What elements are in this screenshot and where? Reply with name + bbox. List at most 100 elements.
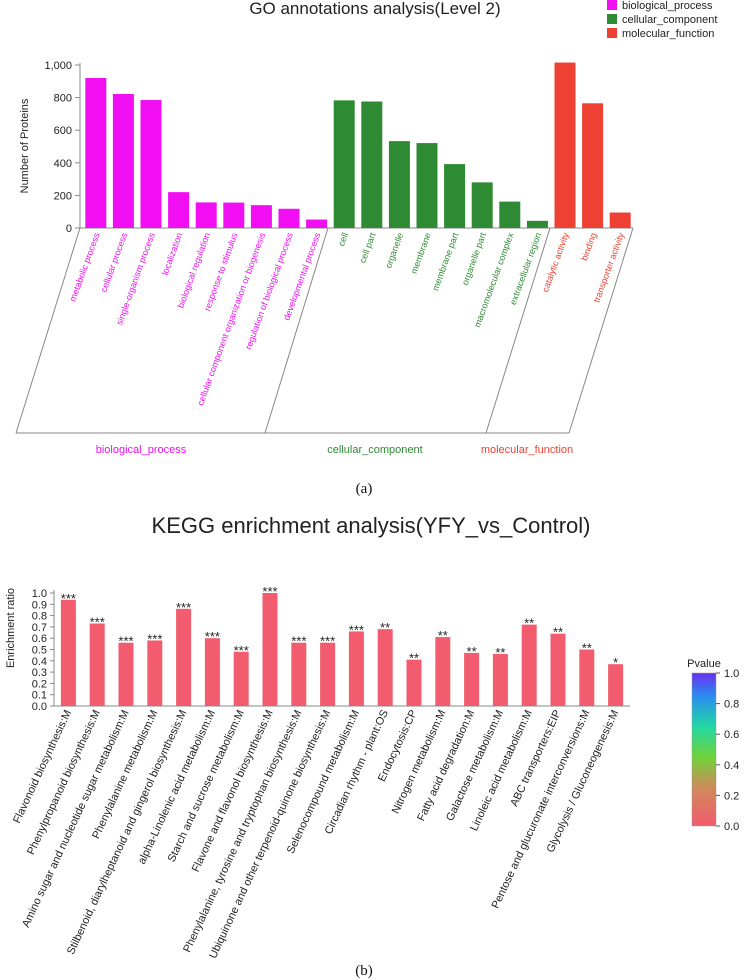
kegg-y-tick-label: 0.2 xyxy=(32,678,47,690)
kegg-bar xyxy=(377,629,393,706)
go-bar xyxy=(140,100,162,228)
kegg-bar xyxy=(579,649,595,706)
kegg-bar xyxy=(233,651,249,706)
kegg-significance-label: *** xyxy=(176,600,191,615)
go-x-tick-label: cellular process xyxy=(98,231,129,294)
kegg-chart-title: KEGG enrichment analysis(YFY_vs_Control) xyxy=(152,513,591,538)
kegg-x-tick-labels: Flavonoid biosynthesis:MPhenylpropanoid … xyxy=(11,708,621,960)
colorbar-tick-label: 0.2 xyxy=(724,790,739,802)
kegg-y-tick-label: 0.8 xyxy=(32,611,47,623)
colorbar-tick-label: 0.4 xyxy=(724,760,739,772)
kegg-significance-label: *** xyxy=(349,622,364,637)
kegg-y-tick-label: 0.3 xyxy=(32,667,47,679)
figure-label-a: (a) xyxy=(356,481,373,497)
legend-label-molecular-function: molecular_function xyxy=(622,28,714,40)
go-y-axis-label: Number of Proteins xyxy=(19,98,31,193)
kegg-significance-labels: ********* ****************** ****** *******… xyxy=(61,584,618,670)
go-bar xyxy=(554,62,576,229)
go-group-frames xyxy=(15,227,634,434)
go-frame-line xyxy=(485,227,551,434)
colorbar-tick-label: 1.0 xyxy=(724,668,739,680)
go-group-label-biological-process: biological_process xyxy=(96,444,187,456)
go-bar xyxy=(85,78,107,228)
kegg-significance-label: *** xyxy=(262,584,277,599)
colorbar-tick-label: 0.0 xyxy=(724,821,739,833)
kegg-significance-label: *** xyxy=(320,634,335,649)
kegg-y-tick-label: 0.4 xyxy=(32,656,47,668)
kegg-x-tick-label: Nitrogen metabolism:M xyxy=(390,708,449,816)
go-bar xyxy=(471,182,493,228)
go-bar xyxy=(499,201,521,228)
go-x-tick-label: membrane xyxy=(409,231,433,275)
kegg-significance-label: *** xyxy=(291,634,306,649)
go-bar xyxy=(278,208,300,228)
kegg-significance-label: ** xyxy=(409,651,419,666)
go-frame-line xyxy=(568,227,634,434)
kegg-bar xyxy=(262,593,278,706)
go-x-tick-label: metabolic process xyxy=(67,231,101,303)
legend-swatch-cellular-component xyxy=(607,14,617,24)
kegg-bar xyxy=(89,623,105,706)
kegg-bar xyxy=(291,642,307,706)
kegg-bar xyxy=(608,664,624,706)
go-x-tick-label: cell xyxy=(336,231,350,247)
kegg-y-tick-label: 0.7 xyxy=(32,622,47,634)
kegg-bar xyxy=(406,659,422,706)
go-y-tick-label: 0 xyxy=(66,223,72,235)
kegg-bar xyxy=(176,608,192,706)
go-y-tick-label: 1,000 xyxy=(44,60,72,72)
kegg-bar xyxy=(521,624,537,706)
go-x-tick-label: organelle part xyxy=(460,231,488,287)
kegg-bar xyxy=(435,637,451,706)
go-x-tick-label: cell part xyxy=(358,231,378,265)
go-bar xyxy=(306,219,328,228)
kegg-y-tick-label: 0.5 xyxy=(32,645,47,657)
colorbar-ticks: 0.0 0.2 0.4 0.6 0.8 1.0 xyxy=(716,668,739,833)
go-y-tick-label: 600 xyxy=(54,125,72,137)
kegg-bar xyxy=(118,642,134,706)
go-bar xyxy=(333,100,355,228)
kegg-significance-label: ** xyxy=(582,641,592,656)
kegg-bar xyxy=(320,642,336,706)
kegg-bars xyxy=(60,593,624,706)
kegg-bar xyxy=(492,654,508,706)
go-bar xyxy=(582,103,604,228)
pvalue-colorbar: Pvalue 0.0 0.2 0.4 0.6 0.8 1.0 xyxy=(687,658,739,833)
kegg-significance-label: ** xyxy=(524,616,534,631)
kegg-significance-label: *** xyxy=(234,643,249,658)
kegg-significance-label: ** xyxy=(553,625,563,640)
go-x-tick-label: membrane part xyxy=(430,231,460,292)
kegg-y-axis-label: Enrichment ratio xyxy=(5,588,17,668)
go-bar xyxy=(388,141,410,228)
go-bar xyxy=(112,94,134,228)
go-frame-line xyxy=(264,227,329,434)
kegg-y-tick-label: 0.0 xyxy=(32,701,47,713)
colorbar-title: Pvalue xyxy=(687,658,721,670)
legend-label-biological-process: biological_process xyxy=(622,0,713,12)
go-bar xyxy=(168,192,190,228)
kegg-y-tick-label: 0.6 xyxy=(32,633,47,645)
go-bar xyxy=(444,164,466,228)
go-y-tick-label: 200 xyxy=(54,190,72,202)
kegg-chart: KEGG enrichment analysis(YFY_vs_Control)… xyxy=(5,513,739,960)
colorbar-gradient xyxy=(691,672,717,827)
go-legend: biological_process cellular_component mo… xyxy=(607,0,717,40)
go-x-tick-label: binding xyxy=(579,231,598,262)
kegg-significance-label: ** xyxy=(380,620,390,635)
kegg-significance-label: *** xyxy=(147,631,162,646)
kegg-bar xyxy=(147,640,163,706)
go-bar xyxy=(361,101,383,228)
kegg-bar xyxy=(464,652,480,706)
legend-label-cellular-component: cellular_component xyxy=(622,14,717,26)
go-bar xyxy=(526,220,548,228)
kegg-bar xyxy=(348,631,364,706)
kegg-significance-label: ** xyxy=(438,628,448,643)
kegg-significance-label: * xyxy=(613,655,618,670)
legend-swatch-biological-process xyxy=(607,0,617,10)
go-bar xyxy=(416,143,438,228)
go-chart: GO annotations analysis(Level 2) biologi… xyxy=(15,0,717,456)
kegg-significance-label: ** xyxy=(495,645,505,660)
go-x-tick-label: extracellular region xyxy=(508,231,543,306)
kegg-y-tick-label: 0.1 xyxy=(32,690,47,702)
